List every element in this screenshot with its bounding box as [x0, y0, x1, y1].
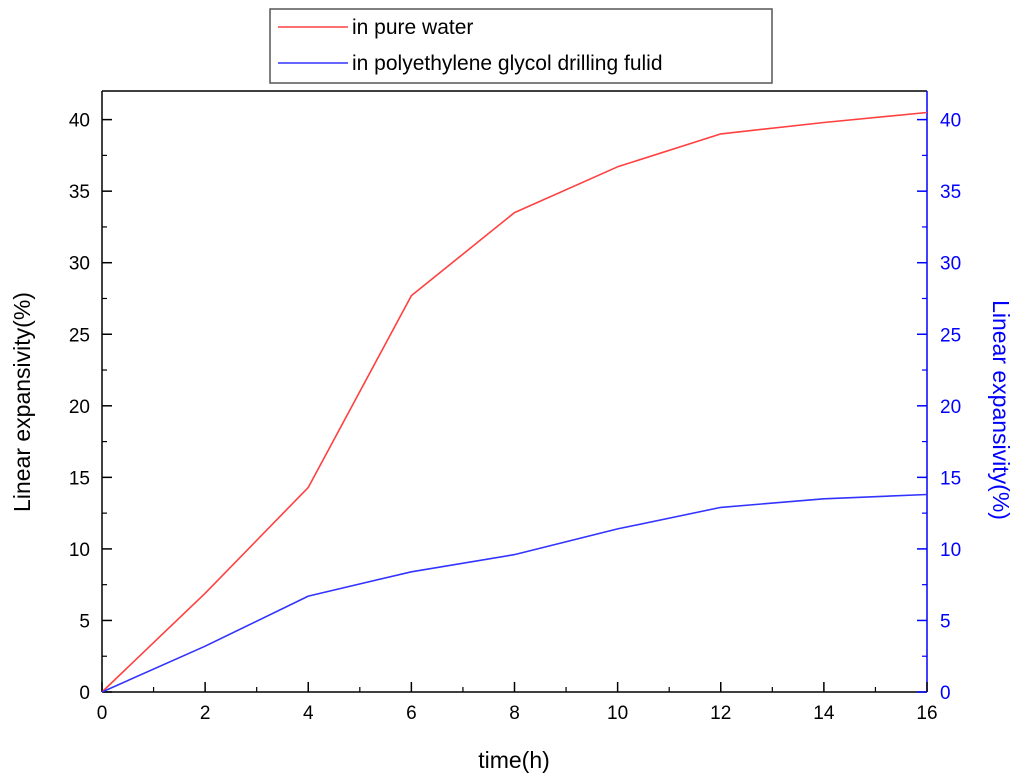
x-tick-label: 16	[916, 703, 937, 724]
x-tick-label: 8	[509, 703, 520, 724]
y-tick-label-left: 10	[69, 540, 90, 561]
y-tick-label-left: 0	[79, 683, 90, 704]
x-tick-label: 10	[607, 703, 628, 724]
y-tick-label-right: 35	[940, 182, 961, 203]
legend-label-pure-water: in pure water	[352, 16, 473, 39]
x-tick-label: 4	[303, 703, 314, 724]
legend-label-peg-fluid: in polyethylene glycol drilling fulid	[352, 52, 663, 75]
y-tick-label-left: 15	[69, 468, 90, 489]
y-axis-title-left: Linear expansivity(%)	[9, 292, 35, 512]
series-line-pure-water	[101, 111, 928, 693]
series-line-peg-fluid	[101, 493, 928, 693]
y-tick-label-left: 5	[79, 611, 90, 632]
y-tick-label-right: 0	[940, 683, 951, 704]
y-tick-label-left: 35	[69, 182, 90, 203]
y-tick-label-right: 40	[940, 111, 961, 132]
y-tick-label-left: 20	[69, 397, 90, 418]
y-tick-label-left: 25	[69, 325, 90, 346]
y-tick-label-left: 40	[69, 111, 90, 132]
y-tick-label-right: 5	[940, 611, 951, 632]
legend-box	[269, 8, 773, 84]
y-tick-label-right: 25	[940, 325, 961, 346]
x-tick-label: 0	[97, 703, 108, 724]
x-tick-label: 2	[200, 703, 211, 724]
x-tick-label: 14	[813, 703, 835, 724]
y-tick-label-left: 30	[69, 254, 90, 275]
x-axis-title: time(h)	[478, 747, 550, 773]
y-tick-label-right: 10	[940, 540, 961, 561]
legend: in pure water in polyethylene glycol dri…	[269, 8, 773, 84]
y-tick-label-right: 20	[940, 397, 961, 418]
y-tick-label-right: 15	[940, 468, 961, 489]
y-axis-title-right: Linear expansivity(%)	[988, 300, 1014, 520]
y-tick-label-right: 30	[940, 254, 961, 275]
x-tick-label: 12	[710, 703, 731, 724]
x-tick-label: 6	[406, 703, 417, 724]
